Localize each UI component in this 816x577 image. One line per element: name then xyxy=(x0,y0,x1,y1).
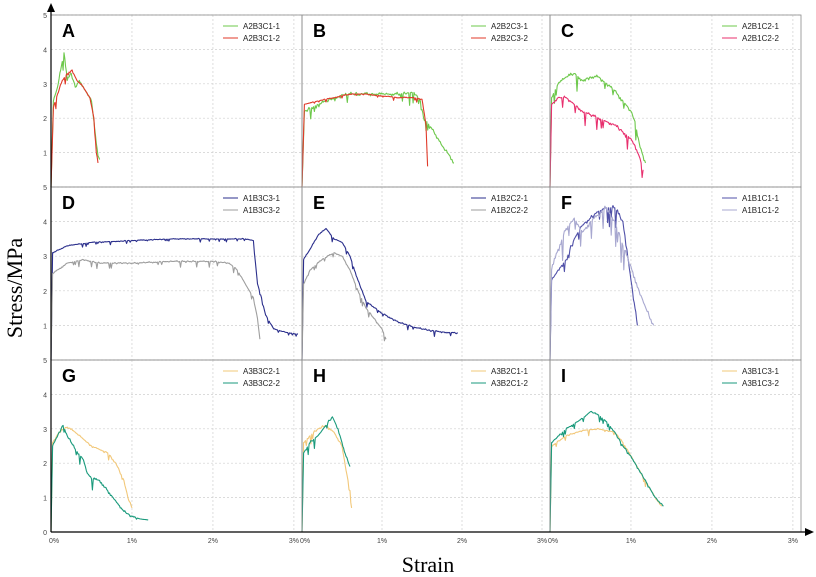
y-tick-label: 0 xyxy=(43,530,47,537)
panel-letter: A xyxy=(62,21,75,41)
legend-label: A2B3C1-1 xyxy=(243,22,280,31)
x-tick-label: 2% xyxy=(707,538,717,545)
panel-letter: E xyxy=(313,193,325,213)
series-line-a3b2c1-2 xyxy=(301,416,351,533)
y-tick-label: 5 xyxy=(43,13,47,20)
panel-letter: B xyxy=(313,21,326,41)
series-line-a2b1c2-1 xyxy=(549,72,647,188)
x-axis-title: Strain xyxy=(402,552,455,577)
y-tick-label: 3 xyxy=(43,254,47,261)
panel-e: E A1B2C2-1 A1B2C2-2 xyxy=(301,186,551,361)
panel-letter: D xyxy=(62,193,75,213)
y-tick-label: 3 xyxy=(43,82,47,89)
legend-label: A3B3C2-1 xyxy=(243,367,280,376)
y-tick-label: 4 xyxy=(43,392,47,399)
y-axis-arrow-icon xyxy=(47,3,55,12)
y-tick-label: 2 xyxy=(43,289,47,296)
x-tick-label: 1% xyxy=(127,538,137,545)
x-tick-label: 3% xyxy=(537,538,547,545)
panels-layer: 1 2 3 4 5 A A2B3C1-1 A2B3C1-2 B A2B2C3-1 A2B2C3-2 C… xyxy=(43,3,814,545)
series-line-a2b3c1-1 xyxy=(50,52,101,188)
x-tick-label: 3% xyxy=(289,538,299,545)
panel-d: 1 2 3 4 5 D A1B3C3-1 A1B3C3-2 xyxy=(43,185,303,361)
panel-letter: I xyxy=(561,366,566,386)
legend-label: A3B3C2-2 xyxy=(243,379,280,388)
panel-h: 0% 1% 2% 3% H A3B2C1-1 A3B2C1-2 xyxy=(300,359,551,545)
x-tick-label: 1% xyxy=(626,538,636,545)
x-tick-label: 2% xyxy=(208,538,218,545)
legend-label: A2B3C1-2 xyxy=(243,34,280,43)
series-line-a2b2c3-2 xyxy=(301,93,429,188)
legend-label: A1B2C2-1 xyxy=(491,194,528,203)
series-line-a1b3c3-1 xyxy=(50,237,299,361)
legend-label: A1B2C2-2 xyxy=(491,206,528,215)
panel-letter: F xyxy=(561,193,572,213)
legend-label: A3B1C3-1 xyxy=(742,367,779,376)
y-tick-label: 2 xyxy=(43,116,47,123)
legend-label: A2B1C2-2 xyxy=(742,34,779,43)
panel-letter: C xyxy=(561,21,574,41)
y-tick-label: 5 xyxy=(43,358,47,365)
panel-f: F A1B1C1-1 A1B1C1-2 xyxy=(549,186,802,361)
series-line-a1b2c2-2 xyxy=(301,252,387,361)
series-line-a3b3c2-2 xyxy=(50,424,149,533)
panel-letter: G xyxy=(62,366,76,386)
series-line-a1b2c2-1 xyxy=(301,227,458,361)
panel-letter: H xyxy=(313,366,326,386)
x-tick-label: 3% xyxy=(788,538,798,545)
legend-label: A1B1C1-2 xyxy=(742,206,779,215)
x-tick-label: 0% xyxy=(548,538,558,545)
y-tick-label: 4 xyxy=(43,220,47,227)
legend-label: A2B1C2-1 xyxy=(742,22,779,31)
legend-label: A1B3C3-1 xyxy=(243,194,280,203)
series-line-a3b3c2-1 xyxy=(50,426,133,533)
series-line-a2b1c2-2 xyxy=(549,95,644,188)
y-tick-label: 1 xyxy=(43,151,47,158)
y-tick-label: 3 xyxy=(43,427,47,434)
y-tick-label: 5 xyxy=(43,185,47,192)
series-line-a3b1c3-2 xyxy=(549,410,664,533)
panel-b: B A2B2C3-1 A2B2C3-2 xyxy=(301,14,551,188)
series-line-a1b3c3-2 xyxy=(50,258,261,361)
series-line-a2b2c3-1 xyxy=(301,91,454,188)
y-tick-label: 2 xyxy=(43,461,47,468)
series-line-a2b3c1-2 xyxy=(50,69,99,188)
x-axis-arrow-icon xyxy=(805,528,814,536)
panel-c: C A2B1C2-1 A2B1C2-2 xyxy=(549,14,802,188)
series-line-a1b1c1-2 xyxy=(549,205,655,361)
legend-label: A3B1C3-2 xyxy=(742,379,779,388)
panel-i: 0% 1% 2% 3% I A3B1C3-1 A3B1C3-2 xyxy=(548,359,802,545)
y-tick-label: 4 xyxy=(43,47,47,54)
legend-label: A2B2C3-2 xyxy=(491,34,528,43)
series-line-a1b1c1-1 xyxy=(549,205,638,361)
legend-label: A3B2C1-1 xyxy=(491,367,528,376)
x-tick-label: 0% xyxy=(300,538,310,545)
legend-label: A1B1C1-1 xyxy=(742,194,779,203)
series-line-a3b2c1-1 xyxy=(301,424,353,533)
y-tick-label: 1 xyxy=(43,496,47,503)
x-tick-label: 2% xyxy=(457,538,467,545)
panel-g: 0 1 2 3 4 5 0% 1% 2% 3% G A3B3C2-1 A3B3C2-2 xyxy=(43,358,303,545)
x-tick-label: 0% xyxy=(49,538,59,545)
legend-label: A1B3C3-2 xyxy=(243,206,280,215)
x-tick-label: 1% xyxy=(377,538,387,545)
legend-label: A2B2C3-1 xyxy=(491,22,528,31)
legend-label: A3B2C1-2 xyxy=(491,379,528,388)
y-tick-label: 1 xyxy=(43,323,47,330)
y-axis-title: Stress/MPa xyxy=(2,238,27,338)
panel-a: 1 2 3 4 5 A A2B3C1-1 A2B3C1-2 xyxy=(43,13,303,188)
